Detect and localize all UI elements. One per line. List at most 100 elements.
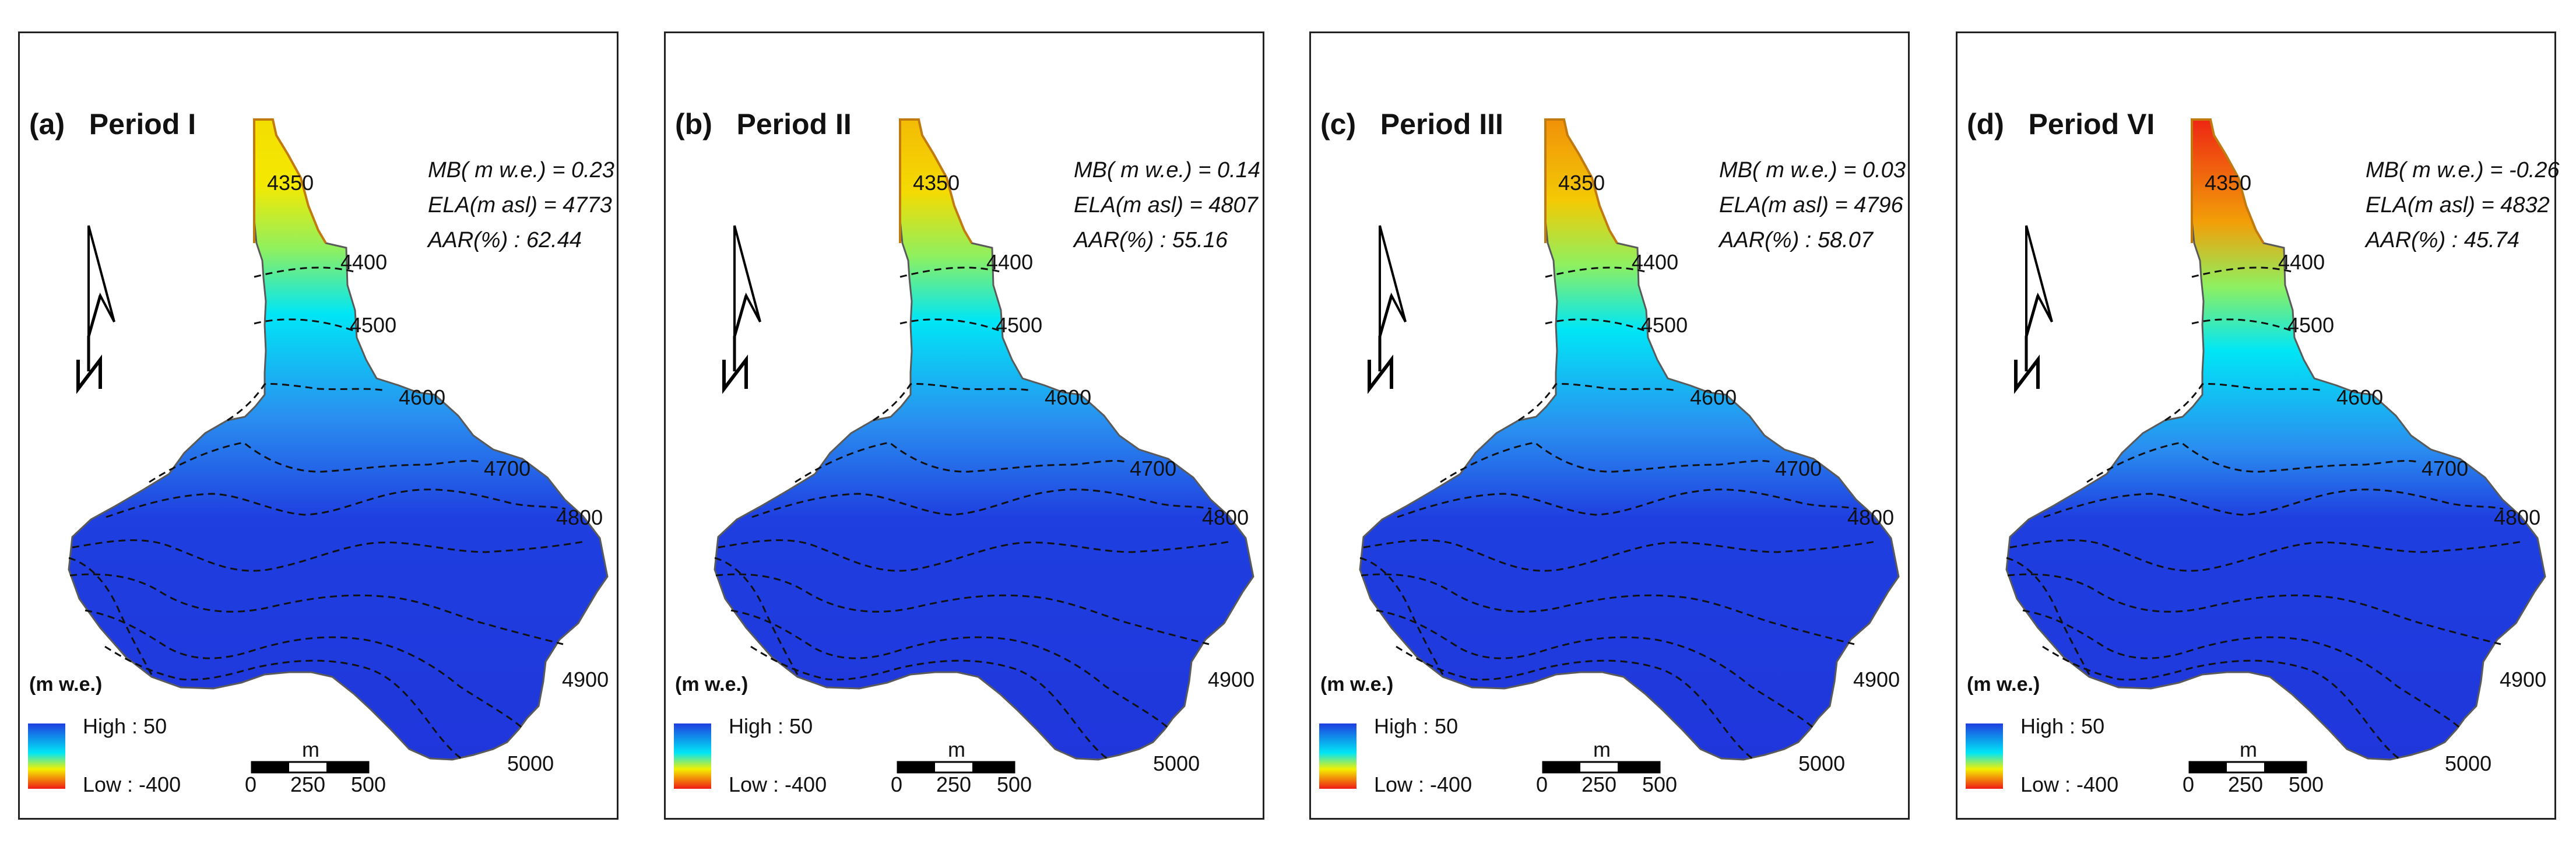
scale-tick-label: 0 (1536, 772, 1548, 796)
scale-unit-label: m (2240, 737, 2257, 761)
contour-line (2009, 539, 2522, 572)
mass-balance-stats: MB( m w.e.) = 0.23 ELA(m asl) = 4773 AAR(%… (428, 153, 614, 258)
scale-tick-label: 0 (2183, 772, 2195, 796)
scale-bar (2188, 761, 2307, 774)
legend-colorbar (1966, 723, 2003, 789)
panel-title: (c) Period III (1320, 108, 1503, 140)
mass-balance-stats: MB( m w.e.) = -0.26 ELA(m asl) = 4832 AAR(… (2366, 153, 2560, 258)
contour-line (1359, 557, 1444, 675)
glacier-surface (2005, 118, 2546, 761)
panel-title: (d) Period VI (1967, 108, 2155, 140)
legend-high-label: High : 50 (1374, 714, 1459, 738)
glacier-map (28, 118, 609, 789)
contour-label: 4350 (1558, 171, 1605, 195)
north-arrow-icon (76, 225, 115, 394)
contour-label: 4600 (399, 385, 446, 409)
stat-aar: AAR(%) : 55.16 (1074, 228, 1228, 252)
contour-label: 5000 (507, 751, 554, 775)
contour-line (1440, 441, 1773, 483)
contour-line (68, 557, 153, 675)
contour-line (715, 573, 1210, 645)
panel-title: (a) Period I (29, 108, 196, 140)
glacier-surface (68, 118, 609, 761)
contour-line (2006, 557, 2090, 675)
contour-line (254, 318, 357, 333)
scale-tick-label: 0 (891, 772, 903, 796)
contour-label: 4800 (1847, 505, 1895, 529)
contour-line (899, 266, 1003, 278)
contour-label: 4700 (2422, 456, 2469, 480)
contour-line (2191, 266, 2295, 278)
contour-line (72, 539, 585, 572)
panel-title: (b) Period II (675, 108, 852, 140)
contour-line (730, 609, 1168, 728)
map-panel: (b) Period II MB( m w.e.) = 0.14 ELA(m asl… (664, 31, 1264, 820)
legend-colorbar (28, 723, 65, 789)
contour-label: 4800 (556, 505, 603, 529)
contour-label: 5000 (1798, 751, 1846, 775)
scale-bar (897, 761, 1015, 774)
contour-label: 4600 (1690, 385, 1737, 409)
glacier-map (1319, 118, 1900, 789)
contour-line (85, 609, 522, 728)
contour-line (254, 266, 357, 278)
glacier-surface (1359, 118, 1900, 761)
legend-unit: (m w.e.) (675, 673, 748, 696)
contour-label: 4500 (2287, 313, 2335, 337)
scale-unit-label: m (948, 737, 965, 761)
contour-line (106, 489, 566, 518)
contour-label: 4700 (484, 456, 531, 480)
glacier-outline (1544, 118, 1618, 244)
contour-label: 4800 (1202, 505, 1249, 529)
scale-unit-label: m (302, 737, 319, 761)
contour-label: 4500 (996, 313, 1043, 337)
contour-line (2042, 645, 2401, 761)
scale-bar (251, 761, 370, 774)
mass-balance-stats: MB( m w.e.) = 0.03 ELA(m asl) = 4796 AAR(%… (1719, 153, 1906, 258)
stat-mb: MB( m w.e.) = 0.14 (1074, 158, 1260, 182)
scale-tick-label: 250 (290, 772, 326, 796)
glacier-surface (714, 118, 1254, 761)
scale-tick-label: 250 (1582, 772, 1617, 796)
scale-unit-label: m (1593, 737, 1611, 761)
contour-label: 4600 (2336, 385, 2384, 409)
scale-tick-label: 500 (997, 772, 1032, 796)
stat-ela: ELA(m asl) = 4832 (2366, 193, 2550, 217)
contour-line (149, 441, 482, 483)
contour-line (1396, 645, 1755, 761)
mass-balance-stats: MB( m w.e.) = 0.14 ELA(m asl) = 4807 AAR(%… (1074, 153, 1260, 258)
contour-line (1361, 573, 1855, 645)
contour-line (69, 573, 564, 645)
north-arrow-icon (1368, 225, 1407, 394)
legend-low-label: Low : -400 (729, 772, 827, 796)
contour-line (2164, 382, 2321, 422)
legend-low-label: Low : -400 (2020, 772, 2119, 796)
contour-label: 4900 (1853, 668, 1900, 691)
legend-high-label: High : 50 (83, 714, 167, 738)
legend-colorbar (674, 723, 711, 789)
contour-line (1376, 609, 1814, 728)
stat-ela: ELA(m asl) = 4796 (1719, 193, 1903, 217)
scale-tick-label: 0 (245, 772, 257, 796)
legend-unit: (m w.e.) (29, 673, 103, 696)
stat-mb: MB( m w.e.) = 0.23 (428, 158, 614, 182)
contour-label: 4600 (1045, 385, 1092, 409)
contour-label: 4350 (267, 171, 314, 195)
contour-line (718, 539, 1231, 572)
contour-line (750, 645, 1109, 761)
contour-label: 4350 (913, 171, 960, 195)
contour-label: 4350 (2205, 171, 2252, 195)
legend-colorbar (1319, 723, 1356, 789)
scale-tick-label: 250 (936, 772, 972, 796)
contour-line (899, 318, 1003, 333)
legend-low-label: Low : -400 (1374, 772, 1472, 796)
stat-ela: ELA(m asl) = 4773 (428, 193, 612, 217)
contour-label: 4900 (2500, 668, 2547, 691)
contour-line (714, 557, 799, 675)
contour-line (104, 645, 463, 761)
north-arrow-icon (2014, 225, 2053, 394)
north-arrow-icon (722, 225, 761, 394)
contour-line (1545, 318, 1649, 333)
contour-label: 4900 (1208, 668, 1255, 691)
